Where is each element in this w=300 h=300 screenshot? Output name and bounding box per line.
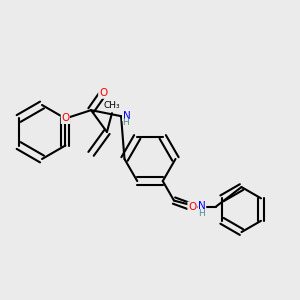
Text: O: O (99, 88, 107, 98)
Text: N: N (123, 111, 130, 121)
Text: O: O (188, 202, 196, 212)
Text: O: O (61, 113, 70, 124)
Text: H: H (123, 118, 129, 127)
Text: N: N (198, 201, 206, 211)
Text: H: H (198, 209, 205, 218)
Text: CH₃: CH₃ (104, 100, 120, 109)
